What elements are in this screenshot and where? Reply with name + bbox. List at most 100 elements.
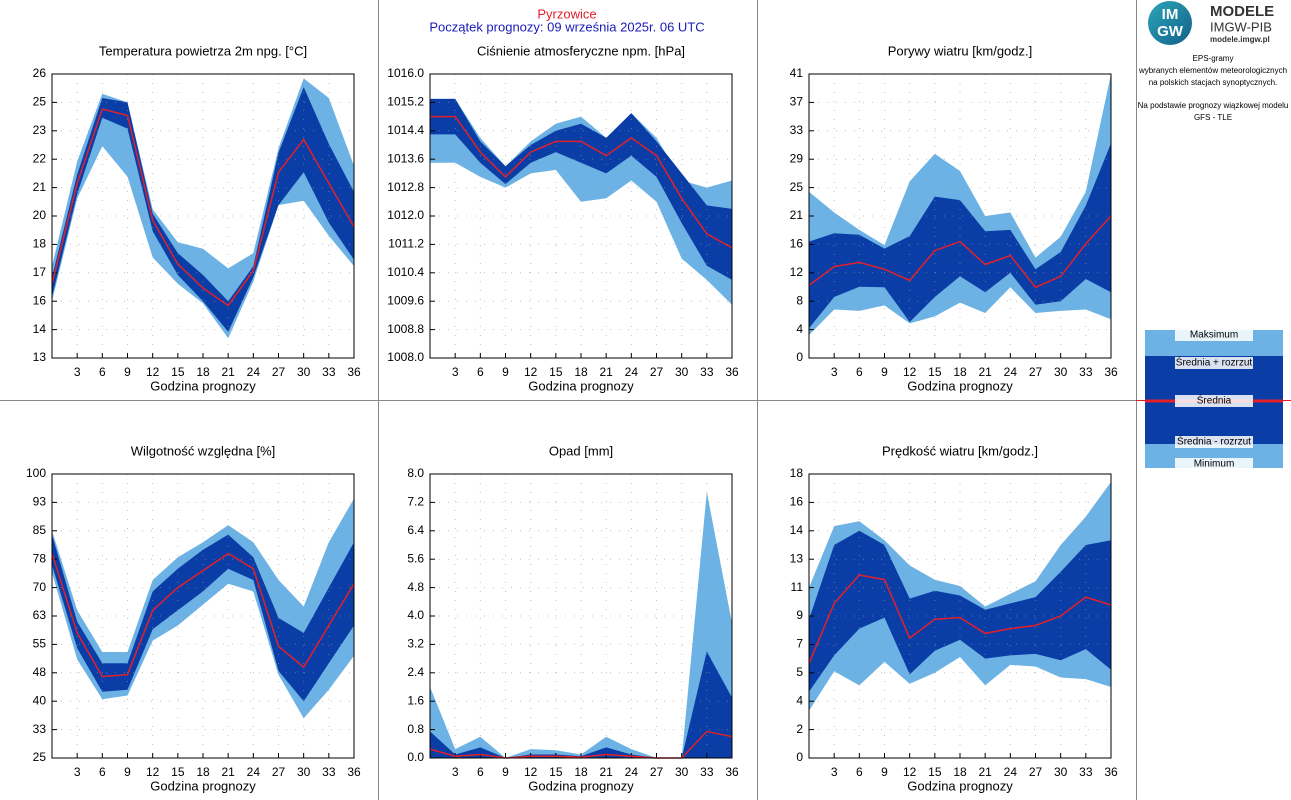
chart-title: Porywy wiatru [km/godz.] [888,43,1033,58]
x-tick-label: 27 [650,365,664,379]
legend-label-bg [1175,458,1253,470]
legend-label-bg [1175,436,1253,448]
legend: Maksimum Średnia + rozrzut Średnia Średnia … [1145,329,1283,470]
y-tick-label: 55 [33,637,47,651]
x-tick-label: 24 [247,365,261,379]
y-tick-label: 22 [33,151,47,165]
description-line: GFS - TLE [1194,113,1232,122]
y-tick-label: 8 [796,293,803,307]
x-tick-label: 27 [650,765,664,779]
plot-frame [429,473,733,759]
x-tick-label: 36 [1104,765,1118,779]
chart-panel: 3 6 9 12 15 18 21 24 27 30 33 360.00.81.62.43.24.04… [407,443,739,793]
legend-label: Minimum [1194,459,1235,470]
chart-panel: 3 6 9 12 15 18 21 24 27 30 33 360481216212529333741… [790,43,1118,393]
x-tick-label: 18 [196,365,210,379]
y-tick-label: 29 [790,151,804,165]
x-tick-label: 24 [1004,765,1018,779]
logo-url: modele.imgw.pl [1210,35,1270,44]
y-tick-label: 7 [796,637,803,651]
y-tick-label: 1008.8 [387,322,424,336]
x-tick-label: 33 [700,365,714,379]
x-tick-label: 18 [196,765,210,779]
x-tick-label: 3 [831,365,838,379]
mean-line [430,115,733,249]
x-tick-label: 24 [625,365,639,379]
logo-circle [1148,1,1192,45]
y-tick-label: 1012.8 [387,180,424,194]
y-tick-label: 100 [26,466,46,480]
x-axis-label: Godzina prognozy [907,378,1013,393]
x-tick-label: 30 [675,765,689,779]
description-line: EPS-gramy [1193,54,1234,63]
logo-org: IMGW-PIB [1210,19,1272,34]
y-tick-label: 18 [33,237,47,251]
y-tick-label: 17 [33,265,47,279]
x-tick-label: 15 [928,765,942,779]
x-tick-label: 21 [978,765,992,779]
x-tick-label: 18 [953,765,967,779]
y-tick-label: 6.4 [407,523,424,537]
x-tick-label: 36 [347,765,361,779]
x-tick-label: 21 [978,365,992,379]
x-tick-label: 33 [1079,765,1093,779]
x-tick-label: 24 [625,765,639,779]
y-tick-label: 1008.0 [387,350,424,364]
plot-frame [51,73,355,359]
x-tick-label: 6 [477,765,484,779]
mean-line [51,552,355,678]
x-tick-label: 30 [1054,765,1068,779]
x-tick-label: 27 [1029,365,1043,379]
x-tick-label: 24 [1004,365,1018,379]
x-tick-label: 15 [171,765,185,779]
y-tick-label: 0.8 [407,722,424,736]
x-tick-label: 3 [452,365,459,379]
x-axis-label: Godzina prognozy [528,378,634,393]
chart-title: Ciśnienie atmosferyczne npm. [hPa] [477,43,685,58]
x-tick-label: 21 [221,365,235,379]
description: EPS-gramy wybranych elementów meteorolog… [1138,54,1289,122]
y-tick-label: 18 [790,466,804,480]
y-tick-label: 14 [33,322,47,336]
y-tick-label: 5.6 [407,551,424,565]
x-tick-label: 33 [1079,365,1093,379]
band-area [809,657,1111,758]
y-tick-label: 21 [33,180,47,194]
logo: IM GW MODELE IMGW-PIB modele.imgw.pl [1148,1,1274,45]
logo-mark-bottom: GW [1157,23,1184,40]
x-axis-label: Godzina prognozy [528,778,634,793]
y-tick-label: 33 [33,722,47,736]
legend-label: Średnia [1197,394,1232,407]
y-tick-label: 93 [33,495,47,509]
x-tick-label: 6 [477,365,484,379]
y-tick-label: 70 [33,580,47,594]
x-tick-label: 9 [502,765,509,779]
y-tick-label: 25 [790,180,804,194]
forecast-start: Początek prognozy: 09 września 2025r. 06… [429,19,704,34]
x-tick-label: 36 [1104,365,1118,379]
x-axis-label: Godzina prognozy [150,378,256,393]
y-tick-label: 1010.4 [387,265,424,279]
x-tick-label: 9 [124,365,131,379]
x-tick-label: 30 [297,765,311,779]
x-tick-label: 36 [725,365,739,379]
y-tick-label: 16 [790,495,804,509]
y-tick-label: 26 [33,66,47,80]
y-tick-label: 1011.2 [388,237,424,251]
y-tick-label: 23 [33,123,47,137]
x-tick-label: 15 [171,365,185,379]
y-tick-label: 40 [33,693,47,707]
band-area [52,572,354,758]
y-tick-label: 0.0 [407,750,424,764]
y-tick-label: 16 [33,293,47,307]
y-tick-label: 0 [796,350,803,364]
x-axis-label: Godzina prognozy [907,778,1013,793]
logo-mark-top: IM [1162,6,1179,23]
legend-label-bg [1175,329,1253,341]
y-tick-label: 1016.0 [387,66,424,80]
y-tick-label: 2.4 [407,665,424,679]
x-tick-label: 27 [272,365,286,379]
description-line: Na podstawie prognozy wiązkowej modelu [1138,101,1289,110]
y-tick-label: 8.0 [407,466,424,480]
